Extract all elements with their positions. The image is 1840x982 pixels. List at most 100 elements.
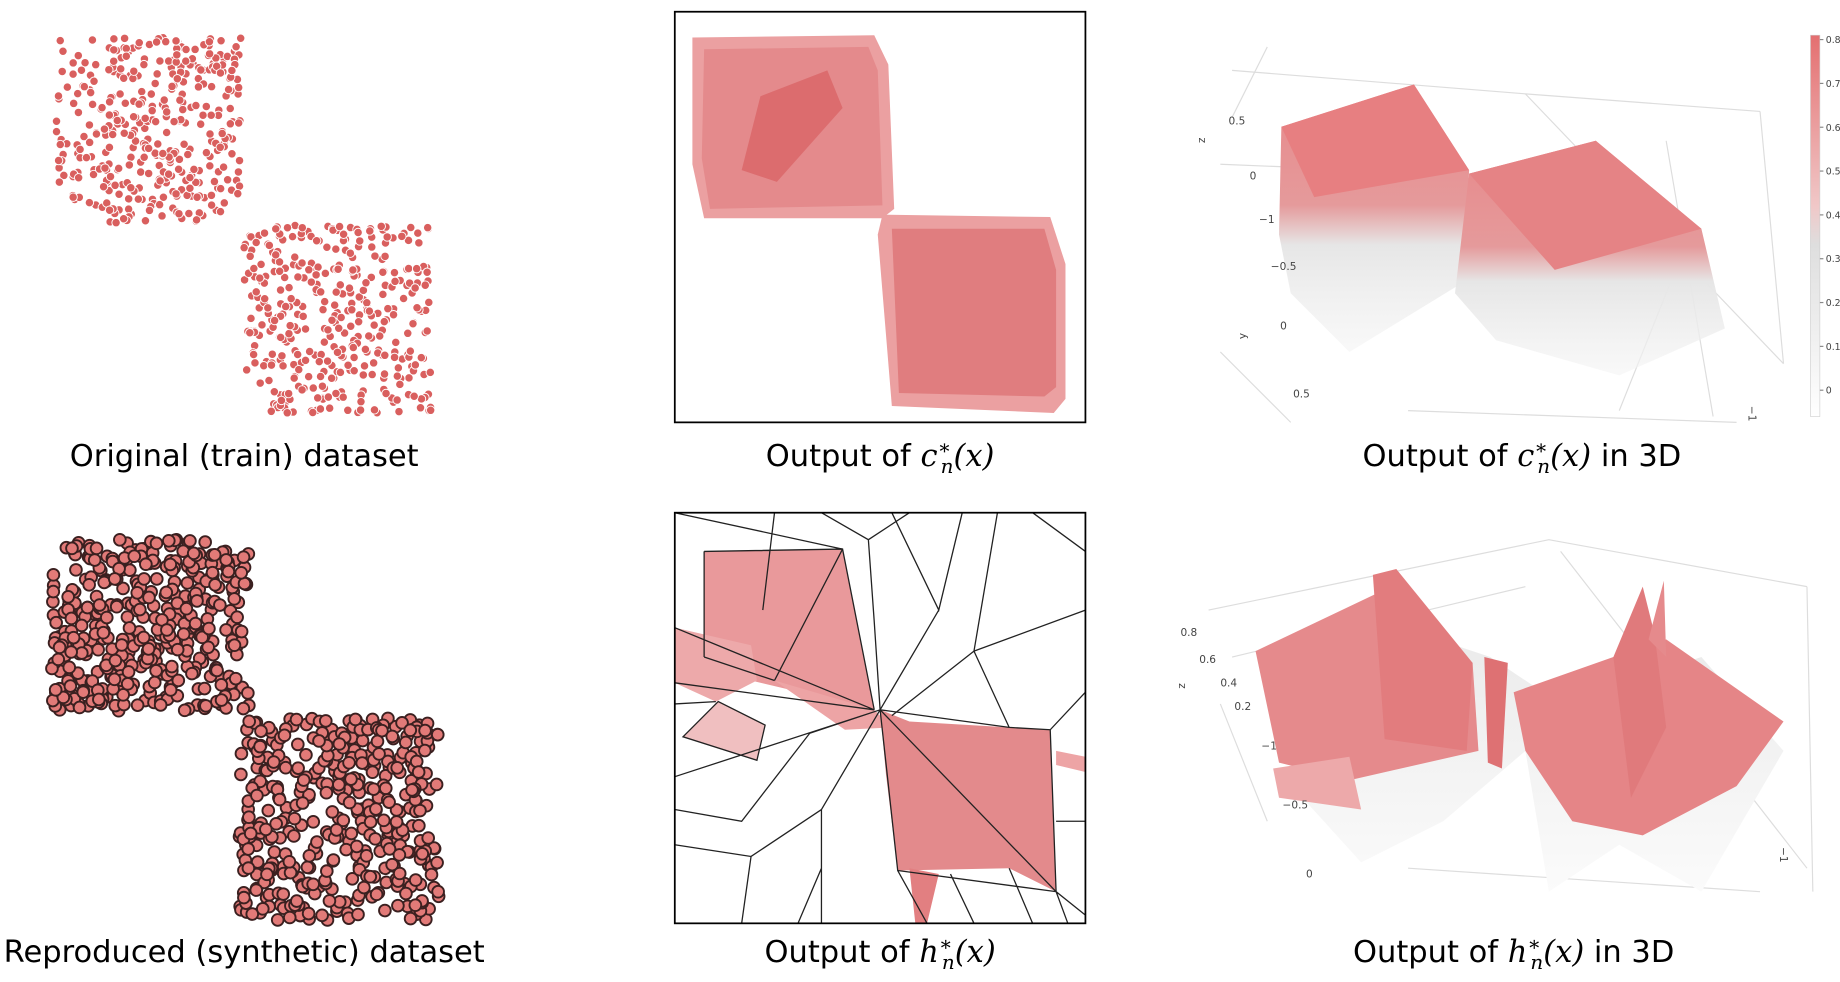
dot — [234, 746, 249, 761]
dot — [413, 803, 427, 818]
dot — [411, 263, 422, 274]
dot — [282, 408, 292, 418]
caption-sup: ∗ — [938, 435, 952, 459]
dot — [267, 349, 278, 359]
dot — [320, 268, 331, 279]
dot — [274, 257, 285, 267]
dot — [348, 265, 358, 275]
caption-sup: ∗ — [1527, 931, 1541, 955]
dot — [381, 388, 391, 399]
dot — [121, 51, 132, 61]
dot — [206, 81, 217, 92]
dot — [422, 326, 432, 336]
colorbar-tick-label: 0 — [1826, 386, 1832, 397]
dot — [160, 623, 174, 637]
dot — [75, 144, 85, 155]
dot — [255, 273, 265, 283]
dot — [368, 832, 383, 846]
dot — [344, 283, 355, 293]
scatter-cloud — [239, 220, 436, 418]
dot — [98, 182, 109, 192]
dot — [153, 139, 163, 149]
dot — [298, 311, 308, 322]
dot — [223, 84, 234, 95]
dot — [349, 839, 364, 854]
dot — [151, 37, 162, 47]
dot — [327, 315, 337, 325]
dot — [370, 251, 380, 261]
dot — [87, 99, 98, 110]
dot — [186, 546, 201, 561]
dot — [414, 238, 424, 248]
dot — [282, 910, 297, 925]
dot — [113, 163, 124, 174]
dot — [338, 392, 348, 402]
dot — [140, 113, 150, 124]
dot — [315, 371, 326, 382]
dot — [296, 773, 311, 787]
caption-sub: n — [1537, 454, 1550, 478]
dot — [234, 155, 245, 166]
dot — [304, 265, 314, 275]
dot — [322, 242, 332, 252]
dot — [143, 168, 154, 179]
dot — [315, 908, 329, 923]
dot — [299, 748, 313, 762]
dot — [153, 698, 168, 712]
dot — [183, 149, 193, 160]
dot — [163, 683, 178, 697]
axis-label: 0 — [1250, 171, 1257, 183]
dot — [91, 642, 105, 657]
dot — [163, 557, 178, 572]
axis-label: z — [1196, 137, 1208, 143]
dot — [107, 129, 118, 140]
dot — [369, 887, 384, 902]
dot — [329, 300, 340, 310]
colorbar-tick-label: 0.2 — [1826, 298, 1840, 309]
dot — [120, 610, 135, 624]
dot — [172, 74, 183, 84]
caption-sub: n — [1530, 950, 1543, 974]
dot — [317, 381, 328, 391]
dot — [89, 76, 99, 86]
dot — [139, 59, 149, 70]
dot — [408, 898, 423, 913]
dot — [80, 600, 95, 615]
dot — [256, 259, 266, 270]
dot — [306, 815, 321, 829]
dot — [128, 112, 139, 122]
surface — [1372, 569, 1473, 751]
axis-label: 0.8 — [1180, 627, 1197, 639]
dot — [100, 163, 110, 173]
dot — [150, 78, 160, 89]
partition-lines — [674, 512, 1086, 924]
frame — [673, 511, 1087, 925]
dot — [149, 664, 163, 678]
dot — [279, 272, 290, 283]
dot — [149, 536, 164, 551]
dot — [369, 405, 380, 415]
dot — [260, 867, 274, 882]
dot — [342, 755, 356, 770]
dot — [260, 294, 270, 304]
dot — [197, 681, 212, 696]
dot — [367, 369, 377, 380]
dot — [68, 58, 78, 68]
dot — [236, 701, 251, 716]
caption-sup: ∗ — [1534, 435, 1548, 459]
dot — [162, 107, 172, 117]
region — [1056, 750, 1086, 772]
dot — [408, 873, 423, 887]
dot — [143, 143, 154, 154]
axis-label: 0 — [1280, 321, 1287, 333]
dot — [354, 292, 364, 302]
dot — [176, 627, 191, 641]
dot — [415, 403, 426, 413]
dot — [206, 200, 217, 210]
dot — [403, 911, 418, 926]
dot — [311, 236, 322, 246]
dot — [418, 743, 432, 758]
dot — [87, 553, 102, 567]
dot — [431, 884, 445, 899]
